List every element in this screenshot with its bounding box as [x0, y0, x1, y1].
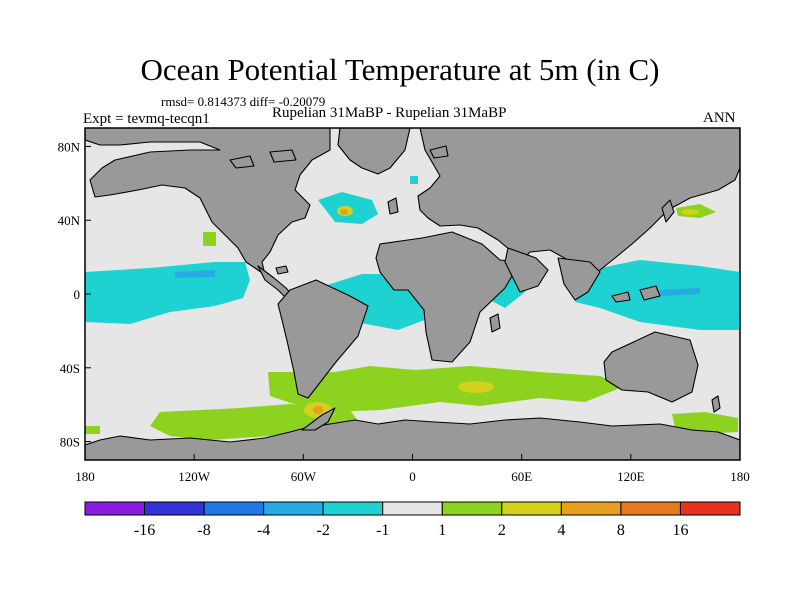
atlantic-yellow-spot: [458, 381, 494, 393]
stats-text: rmsd= 0.814373 diff= -0.20079: [161, 94, 326, 109]
season-label: ANN: [703, 110, 736, 126]
south-america: [277, 279, 369, 399]
y-tick-label: 80S: [60, 435, 80, 450]
north-atlantic-orange-spot: [340, 209, 348, 215]
caribbean-island: [275, 265, 289, 275]
y-tick-label: 40S: [60, 361, 80, 376]
drake-orange-spot: [313, 406, 323, 414]
colorbar-label: 2: [498, 522, 506, 539]
x-tick-label: 180: [75, 469, 95, 484]
svalbard: [429, 145, 449, 159]
colorbar-swatch: [382, 501, 443, 516]
map-layers: [85, 128, 740, 460]
far-east-blue-streak: [660, 288, 700, 296]
colorbar-label: 8: [617, 522, 625, 539]
colorbar-label: -16: [134, 522, 155, 539]
madagascar: [489, 313, 501, 333]
indonesia-1: [611, 291, 631, 303]
colorbar-swatch: [560, 501, 622, 516]
indonesia-2: [639, 285, 661, 301]
small-green-1: [342, 400, 358, 410]
x-tick-label: 60W: [291, 469, 317, 484]
colorbar-label: -2: [317, 522, 330, 539]
x-tick-label: 120W: [178, 469, 211, 484]
colorbar-label: 16: [672, 522, 688, 539]
north-atlantic-green: [203, 232, 216, 246]
india: [557, 257, 601, 301]
y-tick-label: 0: [74, 287, 81, 302]
pacific-blue-streak: [175, 270, 215, 278]
colorbar-label: -1: [376, 522, 389, 539]
x-tick-label: 180: [730, 469, 750, 484]
africa: [375, 231, 521, 363]
arabia: [504, 247, 549, 293]
experiment-label: Expt = tevmq-tecqn1: [83, 111, 210, 127]
north-america: [85, 128, 331, 276]
y-tick-label: 40N: [58, 213, 81, 228]
colorbar: -16 -8 -4 -2 -1 1 2 4 8 16: [84, 501, 741, 539]
y-tick-label: 80N: [58, 139, 81, 154]
x-tick-label: 120E: [617, 469, 645, 484]
colorbar-label: 4: [557, 522, 565, 539]
kuroshio-yellow-spot: [681, 209, 699, 215]
arctic-island-2: [269, 149, 297, 163]
new-zealand: [711, 395, 721, 413]
east-pacific-cyan: [85, 262, 250, 324]
antarctic-peninsula: [301, 407, 336, 431]
colorbar-swatch: [263, 501, 324, 516]
colorbar-swatch: [679, 501, 741, 516]
eurasia: [417, 128, 740, 286]
x-axis: 180 120W 60W 0 60E 120E 180: [75, 454, 750, 484]
x-tick-label: 60E: [511, 469, 532, 484]
japan: [661, 199, 675, 223]
colorbar-swatch: [620, 501, 681, 516]
greenland: [337, 128, 411, 175]
colorbar-swatch: [144, 501, 205, 516]
colorbar-label: 1: [438, 522, 446, 539]
y-axis: 80N 40N 0 40S 80S: [58, 139, 91, 450]
colorbar-swatch: [322, 501, 384, 516]
british-isles: [387, 197, 399, 215]
east-ring-green: [672, 412, 738, 434]
colorbar-label: -4: [257, 522, 270, 539]
colorbar-swatch: [84, 501, 146, 516]
arctic-cyan: [410, 176, 418, 184]
colorbar-label: -8: [197, 522, 210, 539]
land: [85, 128, 740, 460]
x-tick-label: 0: [409, 469, 416, 484]
australia: [603, 331, 699, 403]
antarctica: [85, 417, 740, 460]
orange-anomalies: [313, 209, 348, 414]
comparison-label: Rupelian 31MaBP - Rupelian 31MaBP: [272, 105, 507, 121]
map-title: Ocean Potential Temperature at 5m (in C): [140, 52, 660, 87]
colorbar-swatch: [441, 501, 503, 516]
colorbar-swatch: [203, 501, 265, 516]
arctic-island-1: [229, 155, 255, 169]
west-ring-green: [85, 426, 100, 434]
colorbar-swatch: [501, 501, 562, 516]
